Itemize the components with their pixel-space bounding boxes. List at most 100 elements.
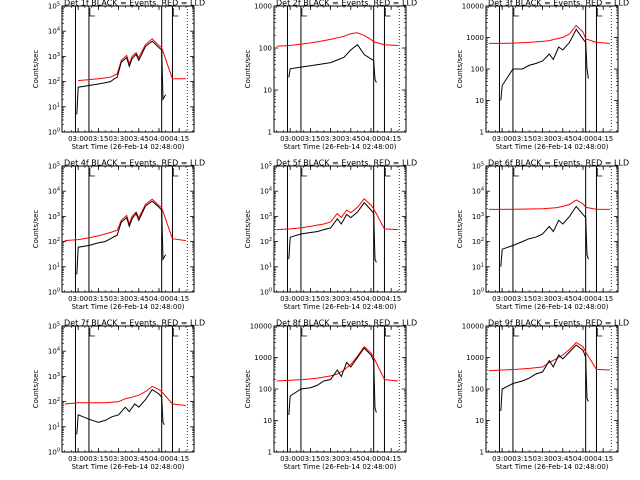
chart-title: Det 5f BLACK = Events, RED = LLD [276,159,417,168]
plot-frame [273,165,407,293]
chart-panel-8: Det 8f BLACK = Events, RED = LLD 1 10 100 10… [244,319,417,472]
series-line-events [76,40,167,115]
x-tick-label: 03:45 [341,295,361,303]
series-line-lld [64,198,186,242]
chart-title: Det 3f BLACK = Events, RED = LLD [488,0,629,8]
x-tick-label: 03:15 [88,295,108,303]
x-tick-label: 03:00 [68,135,88,143]
x-tick-label: 03:30 [532,455,552,463]
y-axis-label: Counts/sec [32,210,40,249]
x-tick-label: 03:00 [280,135,300,143]
y-tick-label: 101 [48,422,60,431]
series-line-lld [276,198,398,231]
interval-flag [301,328,307,337]
interval-flag [385,328,391,337]
y-tick-label: 1000 [466,34,484,42]
y-tick-label: 10000 [250,323,272,331]
y-tick-label: 1000 [254,3,272,11]
interval-flag [301,8,307,17]
y-axis-label: Counts/sec [244,370,252,409]
interval-flag [597,8,603,17]
x-tick-label: 03:15 [512,295,532,303]
x-tick-label: 03:30 [320,455,340,463]
x-axis-label: Start Time (26-Feb-14 02:48:00) [71,143,184,151]
x-tick-label: 04:15 [381,295,401,303]
x-tick-label: 03:15 [300,455,320,463]
chart-title: Det 4f BLACK = Events, RED = LLD [64,159,205,168]
y-axis-label: Counts/sec [456,370,464,409]
x-tick-label: 04:00 [361,295,381,303]
y-tick-label: 103 [260,212,272,221]
y-tick-label: 100 [48,288,60,297]
chart-panel-2: Det 2f BLACK = Events, RED = LLD 1 10 100 10… [244,0,417,151]
x-axis-label: Start Time (26-Feb-14 02:48:00) [495,143,608,151]
series-line-events [76,388,165,435]
x-tick-label: 03:15 [512,455,532,463]
y-tick-label: 102 [48,397,60,406]
x-tick-label: 04:00 [149,295,169,303]
y-axis-label: Counts/sec [456,210,464,249]
interval-flag [385,168,391,177]
chart-panel-6: Det 6f BLACK = Events, RED = LLD 100 101 10… [456,159,629,312]
y-tick-label: 100 [259,45,272,53]
plot-frame [61,325,195,453]
y-tick-label: 104 [48,27,60,36]
x-tick-label: 03:00 [68,295,88,303]
interval-flag [89,168,95,177]
x-tick-label: 03:15 [300,295,320,303]
y-tick-label: 10 [263,87,272,95]
x-axis-label: Start Time (26-Feb-14 02:48:00) [495,303,608,311]
chart-title: Det 2f BLACK = Events, RED = LLD [276,0,417,8]
x-tick-label: 03:45 [341,455,361,463]
y-tick-label: 100 [259,386,272,394]
y-tick-label: 105 [260,162,272,171]
plot-frame [485,5,619,133]
y-axis-label: Counts/sec [456,50,464,89]
x-tick-label: 03:30 [320,295,340,303]
interval-flag [597,168,603,177]
series-line-lld [276,32,398,47]
x-tick-label: 03:30 [532,295,552,303]
interval-flag [597,328,603,337]
x-tick-label: 03:30 [108,295,128,303]
interval-flag [513,8,519,17]
y-tick-label: 104 [260,187,272,196]
y-axis-label: Counts/sec [244,50,252,89]
y-tick-label: 1 [268,449,272,457]
interval-flag [385,8,391,17]
series-line-events [288,347,377,416]
chart-panel-9: Det 9f BLACK = Events, RED = LLD 1 10 100 10… [456,319,629,472]
y-tick-label: 10 [475,417,484,425]
x-tick-label: 03:45 [341,135,361,143]
y-tick-label: 103 [48,52,60,61]
y-tick-label: 1000 [254,354,272,362]
x-axis-label: Start Time (26-Feb-14 02:48:00) [71,463,184,471]
series-line-events [500,28,589,101]
y-tick-label: 100 [260,288,272,297]
x-axis-label: Start Time (26-Feb-14 02:48:00) [495,463,608,471]
series-line-events [288,201,377,263]
y-tick-label: 1 [268,129,272,137]
x-tick-label: 03:00 [280,455,300,463]
x-tick-label: 04:00 [361,455,381,463]
chart-title: Det 9f BLACK = Events, RED = LLD [488,319,629,328]
y-tick-label: 10000 [462,3,484,11]
chart-panel-5: Det 5f BLACK = Events, RED = LLD 100 101 10… [244,159,417,312]
chart-panel-7: Det 7f BLACK = Events, RED = LLD 100 101 10… [32,319,205,472]
x-axis-label: Start Time (26-Feb-14 02:48:00) [71,303,184,311]
plot-frame [273,325,407,453]
y-tick-label: 101 [48,102,60,111]
y-tick-label: 104 [48,187,60,196]
chart-title: Det 6f BLACK = Events, RED = LLD [488,159,629,168]
chart-title: Det 1f BLACK = Events, RED = LLD [64,0,205,8]
y-tick-label: 100 [48,448,60,457]
y-tick-label: 105 [48,2,60,11]
x-tick-label: 03:15 [88,455,108,463]
x-tick-label: 03:00 [492,295,512,303]
series-line-events [288,43,377,83]
interval-flag [513,328,519,337]
x-tick-label: 04:15 [381,455,401,463]
y-tick-label: 101 [260,262,272,271]
x-tick-label: 04:00 [573,295,593,303]
